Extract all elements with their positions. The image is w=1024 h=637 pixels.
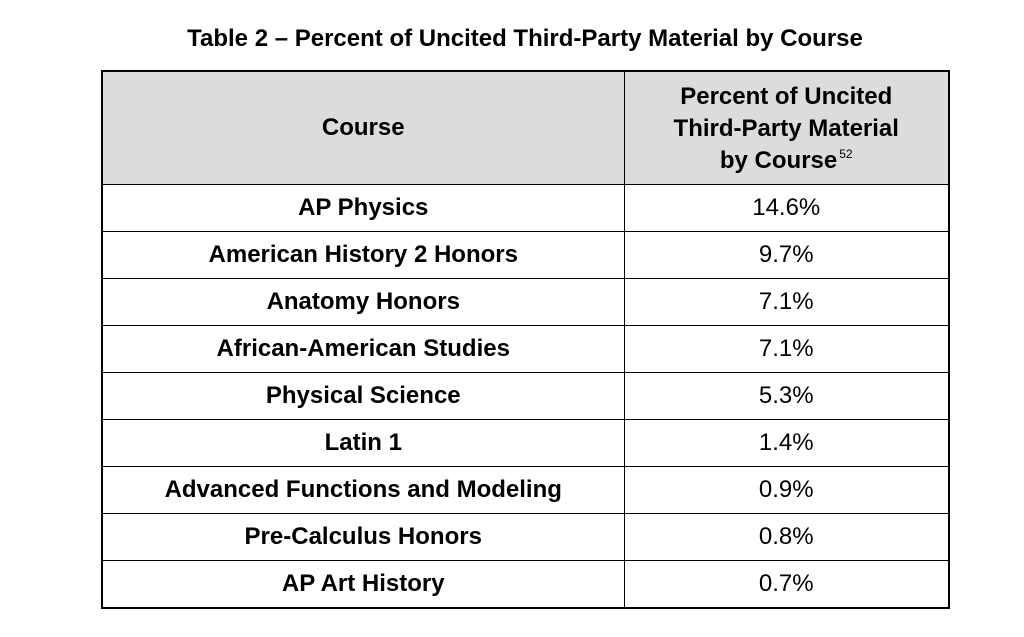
table-row: Physical Science 5.3% bbox=[101, 372, 950, 420]
table-row: American History 2 Honors 9.7% bbox=[101, 231, 950, 279]
percent-cell: 0.7% bbox=[623, 560, 950, 609]
footnote-marker: 52 bbox=[839, 147, 853, 161]
percent-cell: 7.1% bbox=[623, 278, 950, 326]
column-header-percent-line2: Third-Party Material bbox=[673, 115, 899, 142]
table-header: Course Percent of Uncited Third-Party Ma… bbox=[101, 70, 950, 185]
table-row: Latin 1 1.4% bbox=[101, 419, 950, 467]
table-row: AP Art History 0.7% bbox=[101, 560, 950, 609]
table-row: Anatomy Honors 7.1% bbox=[101, 278, 950, 326]
column-header-course-label: Course bbox=[321, 114, 405, 141]
column-header-percent-line3: by Course bbox=[719, 147, 838, 174]
percent-cell: 9.7% bbox=[623, 231, 950, 279]
course-cell: Pre-Calculus Honors bbox=[101, 513, 625, 561]
table-row: AP Physics 14.6% bbox=[101, 184, 950, 232]
table-row: Advanced Functions and Modeling 0.9% bbox=[101, 466, 950, 514]
course-cell: Advanced Functions and Modeling bbox=[101, 466, 625, 514]
percent-cell: 0.8% bbox=[623, 513, 950, 561]
column-header-percent: Percent of Uncited Third-Party Material … bbox=[623, 70, 950, 185]
course-cell: Latin 1 bbox=[101, 419, 625, 467]
table-body: AP Physics 14.6% American History 2 Hono… bbox=[101, 184, 950, 609]
table-row: African-American Studies 7.1% bbox=[101, 325, 950, 373]
percent-cell: 14.6% bbox=[623, 184, 950, 232]
course-cell: AP Art History bbox=[101, 560, 625, 609]
percent-cell: 1.4% bbox=[623, 419, 950, 467]
percent-cell: 0.9% bbox=[623, 466, 950, 514]
course-percent-table: Course Percent of Uncited Third-Party Ma… bbox=[101, 70, 950, 609]
course-cell: Anatomy Honors bbox=[101, 278, 625, 326]
course-cell: Physical Science bbox=[101, 372, 625, 420]
course-cell: AP Physics bbox=[101, 184, 625, 232]
percent-cell: 7.1% bbox=[623, 325, 950, 373]
column-header-percent-line1: Percent of Uncited bbox=[680, 83, 893, 110]
course-cell: American History 2 Honors bbox=[101, 231, 625, 279]
table-caption: Table 2 – Percent of Uncited Third-Party… bbox=[187, 25, 863, 52]
header-row: Course Percent of Uncited Third-Party Ma… bbox=[101, 70, 950, 185]
course-cell: African-American Studies bbox=[101, 325, 625, 373]
percent-cell: 5.3% bbox=[623, 372, 950, 420]
table-row: Pre-Calculus Honors 0.8% bbox=[101, 513, 950, 561]
column-header-course: Course bbox=[101, 70, 625, 185]
